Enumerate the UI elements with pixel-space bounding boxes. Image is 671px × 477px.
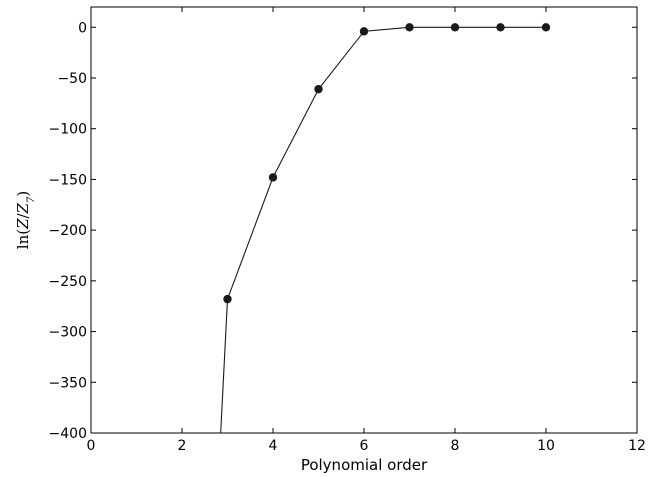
y-label-den-sub: 7 (26, 196, 37, 203)
ticks: 0 2 4 6 8 10 12 0 −50 −100 −150 −200 −250 −300 −350 −40… (49, 7, 646, 454)
y-axis-label: ln(Z/Z7) (14, 191, 37, 249)
series-line (220, 26, 546, 434)
x-tick-label: 8 (451, 438, 460, 454)
y-tick-label: −400 (49, 426, 87, 442)
y-label-num: Z (14, 218, 32, 230)
data-point (541, 23, 551, 32)
y-label-suffix: ) (14, 191, 32, 197)
data-point (359, 27, 369, 36)
data-point (314, 84, 323, 94)
series (220, 23, 551, 434)
x-tick-label: 4 (269, 438, 278, 454)
x-tick-label: 6 (360, 438, 369, 454)
x-tick-label: 12 (628, 438, 646, 454)
data-point (450, 23, 460, 32)
plot-frame (90, 6, 638, 434)
y-label-slash: / (14, 212, 32, 218)
svg-text:ln(Z/Z7): ln(Z/Z7) (14, 191, 37, 249)
y-tick-label: 0 (78, 20, 87, 36)
y-tick-label: −200 (49, 223, 87, 239)
y-tick-label: −100 (49, 122, 87, 138)
x-tick-label: 0 (87, 438, 96, 454)
y-tick-label: −250 (49, 274, 87, 290)
data-point (405, 23, 414, 32)
data-point (268, 173, 278, 182)
y-tick-label: −50 (57, 71, 87, 87)
y-label-den: Z (14, 202, 32, 214)
data-point (496, 23, 505, 32)
x-axis-label: Polynomial order (301, 456, 428, 474)
y-tick-label: −150 (49, 172, 87, 188)
y-label-prefix: ln( (14, 229, 32, 249)
x-tick-label: 10 (537, 438, 555, 454)
y-tick-label: −350 (49, 375, 87, 391)
data-point (223, 294, 232, 304)
x-tick-label: 2 (178, 438, 187, 454)
y-tick-label: −300 (49, 325, 87, 341)
